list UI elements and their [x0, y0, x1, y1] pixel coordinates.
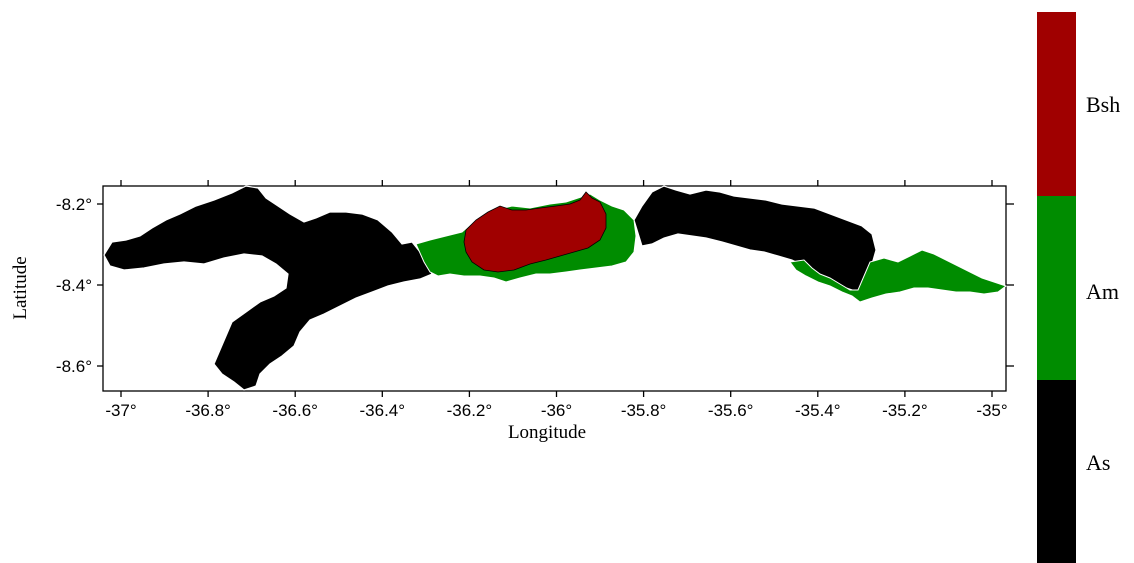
region-bsh [463, 191, 607, 273]
x-tick-label: -35.6° [708, 401, 754, 420]
x-tick-label: -36.4° [360, 401, 406, 420]
x-tick-label: -35° [976, 401, 1007, 420]
x-tick-labels: -37° -36.8° -36.6° -36.4° -36.2° -36° -35.8° -3… [105, 401, 1007, 420]
x-tick-label: -36° [541, 401, 572, 420]
x-tick-label: -36.6° [272, 401, 318, 420]
region-am-east [789, 249, 1008, 303]
legend-swatch-am [1037, 196, 1076, 380]
x-tick-label: -35.4° [795, 401, 841, 420]
axis-ticks [97, 180, 1014, 397]
y-tick-labels: -8.2° -8.4° -8.6° [56, 195, 92, 376]
legend-label-bsh: Bsh [1086, 92, 1120, 117]
region-as-west [103, 185, 433, 391]
y-tick-label: -8.2° [56, 195, 92, 214]
legend-swatch-as [1037, 380, 1076, 563]
map-frame [102, 185, 1007, 392]
legend-label-as: As [1086, 450, 1110, 475]
x-tick-label: -36.8° [185, 401, 231, 420]
legend-swatch-bsh [1037, 12, 1076, 196]
x-tick-label: -35.2° [882, 401, 928, 420]
x-tick-label: -37° [105, 401, 136, 420]
x-tick-label: -35.8° [621, 401, 667, 420]
y-tick-label: -8.4° [56, 276, 92, 295]
x-axis-title: Longitude [508, 422, 586, 443]
region-as-east [633, 185, 877, 293]
legend: Bsh Am As [1037, 12, 1120, 563]
legend-label-am: Am [1086, 279, 1119, 304]
y-axis-title: Latitude [10, 256, 31, 319]
x-tick-label: -36.2° [447, 401, 493, 420]
y-tick-label: -8.6° [56, 357, 92, 376]
